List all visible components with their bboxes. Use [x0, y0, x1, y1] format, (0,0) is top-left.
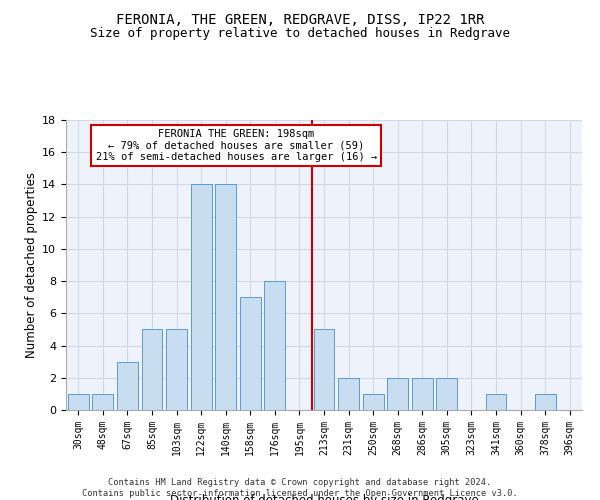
Bar — [191, 184, 212, 410]
Text: Contains HM Land Registry data © Crown copyright and database right 2024.
Contai: Contains HM Land Registry data © Crown c… — [82, 478, 518, 498]
Y-axis label: Number of detached properties: Number of detached properties — [25, 172, 38, 358]
Text: FERONIA, THE GREEN, REDGRAVE, DISS, IP22 1RR: FERONIA, THE GREEN, REDGRAVE, DISS, IP22… — [116, 12, 484, 26]
Bar — [535, 394, 556, 410]
X-axis label: Distribution of detached houses by size in Redgrave: Distribution of detached houses by size … — [170, 494, 478, 500]
Bar — [314, 330, 334, 410]
Bar — [436, 378, 457, 410]
Bar — [68, 394, 89, 410]
Bar — [362, 394, 383, 410]
Text: FERONIA THE GREEN: 198sqm
← 79% of detached houses are smaller (59)
21% of semi-: FERONIA THE GREEN: 198sqm ← 79% of detac… — [95, 128, 377, 162]
Bar — [166, 330, 187, 410]
Bar — [412, 378, 433, 410]
Bar — [240, 297, 261, 410]
Bar — [215, 184, 236, 410]
Bar — [387, 378, 408, 410]
Bar — [142, 330, 163, 410]
Bar — [338, 378, 359, 410]
Bar — [117, 362, 138, 410]
Bar — [92, 394, 113, 410]
Bar — [265, 281, 286, 410]
Text: Size of property relative to detached houses in Redgrave: Size of property relative to detached ho… — [90, 28, 510, 40]
Bar — [485, 394, 506, 410]
